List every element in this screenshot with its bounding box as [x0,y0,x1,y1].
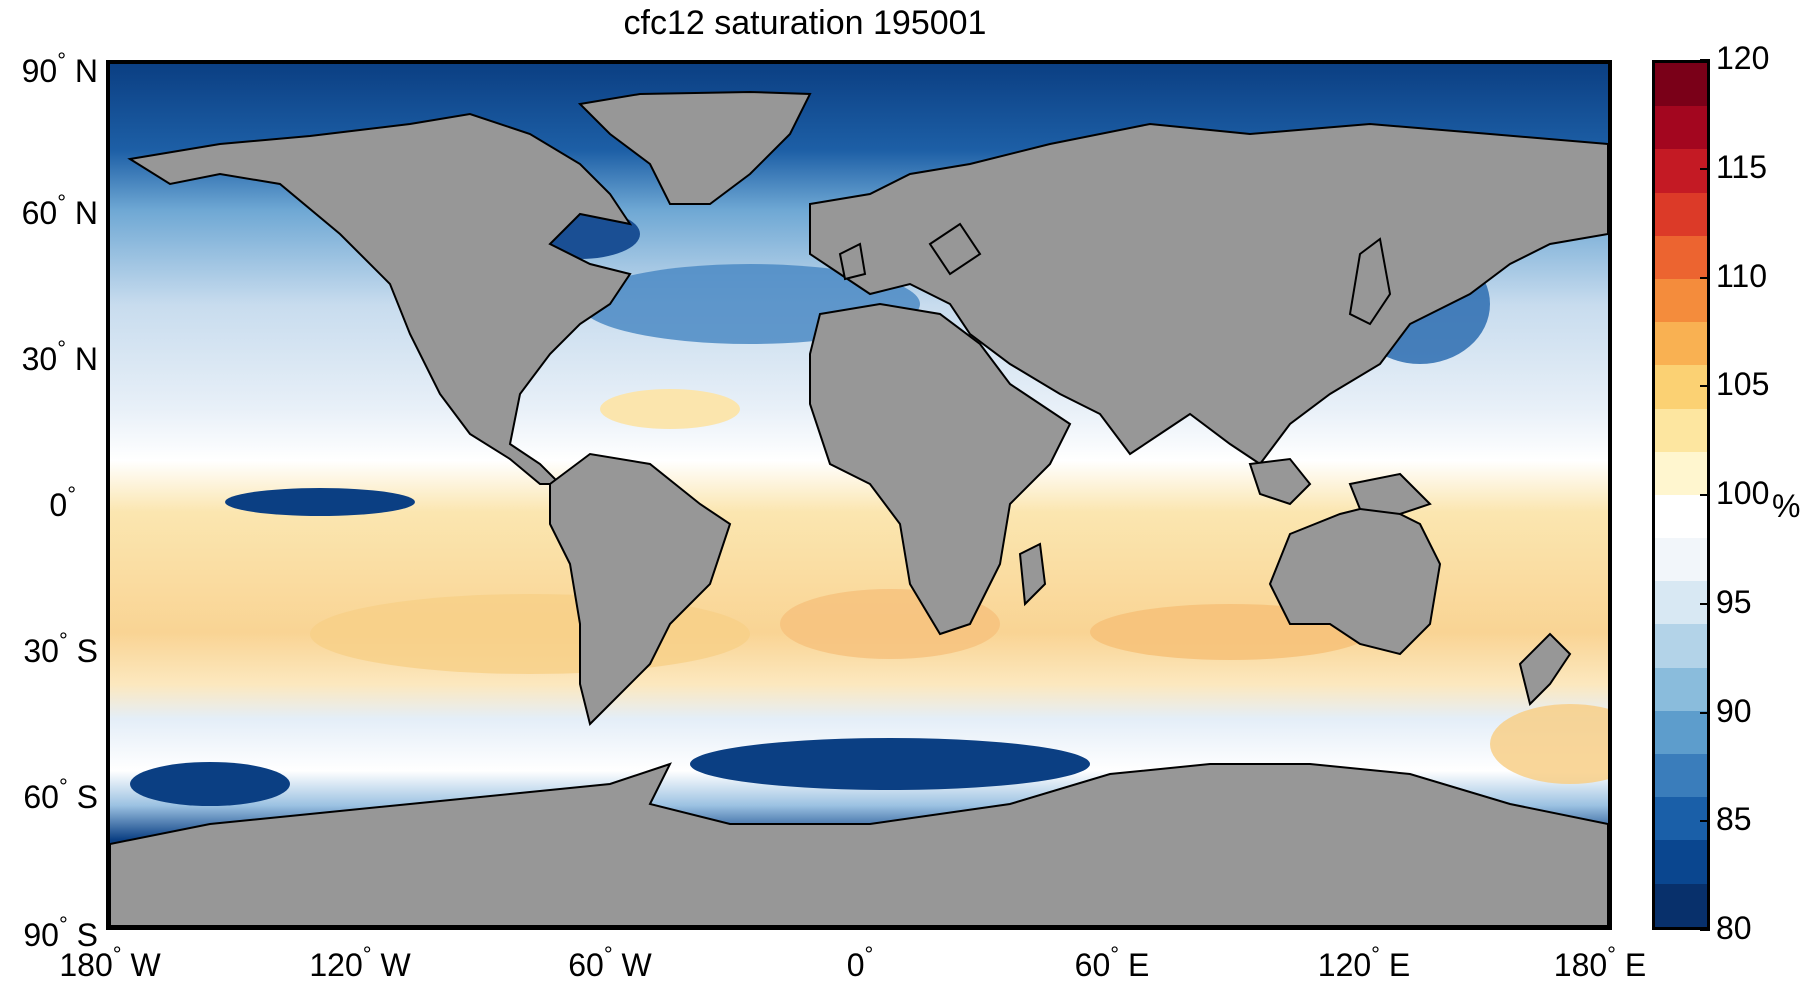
lat-label-60n: 60° N [21,190,98,231]
japan [1348,237,1392,326]
weddell-sea-low-saturation [690,738,1090,790]
map-title: cfc12 saturation 195001 [623,4,987,42]
lon-label-120e: 120° E [1317,942,1411,983]
colorbar-segment [1655,710,1707,754]
colorbar-tick-mark [1700,820,1710,823]
eurasia [809,122,1608,466]
greenland [577,90,812,205]
colorbar-segment [1655,538,1707,582]
antarctica [110,762,1608,926]
africa [809,302,1072,636]
colorbar-segment [1655,235,1707,279]
colorbar-segment [1655,322,1707,366]
colorbar-tick-label: 105 [1716,366,1770,403]
madagascar [1018,542,1047,607]
lon-label-60w: 60° W [568,942,652,983]
lon-label-180e: 180° E [1553,942,1647,983]
lon-label-180w: 180° W [59,942,161,983]
colorbar-segment [1655,106,1707,150]
borneo [1248,457,1312,506]
colorbar-tick-mark [1700,276,1710,279]
equatorial-pacific-low-saturation [225,488,415,516]
colorbar-tick-mark [1700,929,1710,931]
colorbar-segment [1655,192,1707,236]
new-zealand [1518,632,1572,706]
colorbar-tick-label: 120 [1716,40,1770,76]
colorbar-segment [1655,63,1707,107]
colorbar-tick-label: 95 [1716,583,1752,620]
colorbar-tick-mark [1700,385,1710,388]
lon-label-0: 0° [846,942,874,983]
scandinavia [928,222,982,276]
lat-label-0: 0° [49,482,76,523]
colorbar-tick-label: 100 [1716,475,1770,511]
colorbar-segment [1655,840,1707,884]
lat-label-90s: 90° S [23,912,98,953]
colorbar-segment [1655,365,1707,409]
continents [110,90,1608,926]
north-america [127,112,633,485]
colorbar-tick-label: 115 [1716,148,1768,185]
colorbar-segment [1655,451,1707,495]
colorbar-segment [1655,278,1707,323]
colorbar-tick-label: 85 [1716,801,1752,838]
lat-label-30s: 30° S [23,628,98,669]
colorbar-segment [1655,883,1707,927]
map-plot-area [106,60,1612,930]
colorbar-segment [1655,754,1707,798]
lat-label-90n: 90° N [21,48,98,89]
colorbar-tick-mark [1700,167,1710,170]
colorbar-segment [1655,624,1707,668]
colorbar-segment [1655,494,1707,539]
new-guinea [1348,472,1432,516]
colorbar-segment [1655,667,1707,711]
colorbar-segment [1655,797,1707,841]
map-svg [110,64,1608,926]
tasman-high-saturation [1490,704,1608,784]
colorbar-tick-mark [1700,711,1710,714]
colorbar-tick-mark [1700,59,1710,61]
great-britain [838,242,867,281]
colorbar-unit: % [1772,488,1801,524]
colorbar-tick-mark [1700,494,1710,496]
lon-label-120w: 120° W [309,942,411,983]
colorbar-tick-label: 80 [1716,910,1752,946]
colorbar-tick-label: 90 [1716,692,1752,729]
colorbar-tick-mark [1700,602,1710,605]
colorbar-segment [1655,408,1707,452]
colorbar-tick-label: 110 [1716,257,1768,294]
ross-sea-low-saturation [130,762,290,806]
lon-label-60e: 60° E [1074,942,1150,983]
caribbean-high-saturation [600,389,740,429]
colorbar-segment [1655,149,1707,193]
lat-label-30n: 30° N [21,336,98,377]
lat-label-60s: 60° S [23,774,98,815]
south-america [549,452,732,726]
colorbar-segment [1655,581,1707,625]
